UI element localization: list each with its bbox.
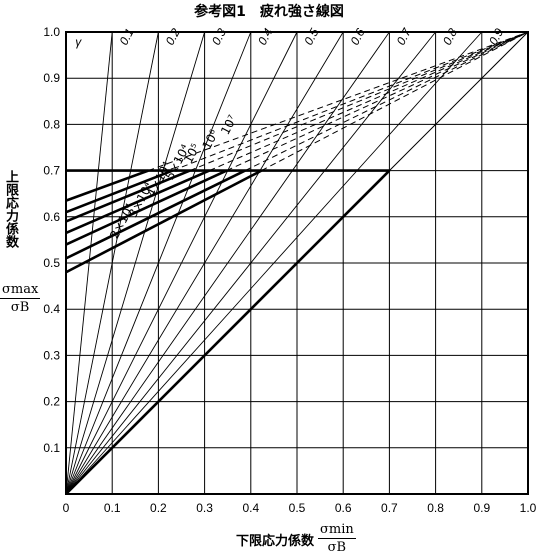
gamma-line — [65, 31, 206, 495]
x-tick-label: 0.2 — [150, 501, 167, 515]
y-tick-label: 0.5 — [43, 256, 60, 270]
y-tick-label: 1.0 — [43, 25, 60, 39]
cycle-line-dashed — [226, 31, 529, 172]
x-tick-label: 0.8 — [427, 501, 444, 515]
x-tick-label: 0.1 — [104, 501, 121, 515]
cycle-line-dashed — [244, 31, 529, 172]
y-axis-label: 上限応力係数 — [3, 170, 18, 248]
gamma-label: 0.3 — [209, 26, 229, 48]
y-tick-label: 0.2 — [43, 395, 60, 409]
x-fraction-numerator: σmin — [318, 522, 356, 539]
gamma-line — [65, 31, 113, 495]
gamma-label: 0.4 — [255, 26, 275, 48]
gamma-label: 0.8 — [440, 26, 460, 48]
cycle-line-solid — [65, 169, 246, 260]
cycle-line-solid — [65, 169, 210, 235]
x-tick-label: 0.6 — [335, 501, 352, 515]
cycle-line-dashed — [172, 31, 529, 172]
x-tick-label: 0.9 — [473, 501, 490, 515]
y-axis-fraction: σmax σB — [0, 282, 41, 315]
chart-title: 参考図1 疲れ強さ線図 — [194, 4, 344, 20]
cycle-line-dashed — [189, 31, 529, 172]
y-tick-label: 0.7 — [43, 164, 60, 178]
x-tick-label: 1.0 — [520, 501, 537, 515]
gamma-symbol: γ — [75, 35, 82, 49]
plot-frame — [65, 31, 529, 495]
gamma-label: 0.2 — [163, 26, 183, 48]
diagonal-line — [65, 169, 391, 495]
x-tick-label: 0.7 — [381, 501, 398, 515]
y-tick-label: 0.3 — [43, 348, 60, 362]
x-tick-label: 0.5 — [289, 501, 306, 515]
plot-border — [65, 31, 529, 495]
y-fraction-denominator: σB — [10, 300, 30, 315]
gamma-line — [65, 31, 483, 495]
gamma-lines — [65, 31, 483, 495]
gamma-line — [65, 31, 298, 495]
gamma-line — [65, 31, 436, 495]
cycle-line-solid — [65, 169, 149, 202]
gamma-line — [65, 31, 390, 495]
y-tick-label: 0.8 — [43, 117, 60, 131]
y-tick-label: 0.9 — [43, 71, 60, 85]
cycle-line-solid — [65, 169, 191, 223]
y-tick-label: 0.4 — [43, 302, 60, 316]
line-labels: 0.1 0.2 0.3 0.4 0.5 0.6 0.7 0.8 0.9γ2×10⁴3×10⁴4×… — [75, 25, 506, 241]
gamma-line — [65, 31, 159, 495]
cycle-lines — [65, 31, 529, 274]
cycle-line-dashed — [148, 31, 529, 172]
x-fraction-denominator: σB — [327, 540, 347, 555]
y-fraction-numerator: σmax — [0, 282, 41, 299]
gamma-line — [65, 31, 252, 495]
y-tick-label: 0.6 — [43, 210, 60, 224]
gamma-label: 0.5 — [301, 26, 321, 48]
cycle-line-dashed — [209, 31, 529, 172]
cycle-line-solid — [65, 169, 228, 246]
y-tick-label: 0.1 — [43, 441, 60, 455]
gamma-line — [65, 31, 344, 495]
cycle-line-solid — [65, 169, 174, 214]
x-tick-label: 0.3 — [196, 501, 213, 515]
diagonal-extension — [389, 31, 529, 171]
cycle-line-solid — [65, 169, 263, 274]
gamma-label: 0.6 — [347, 26, 367, 48]
gamma-label: 0.7 — [394, 25, 415, 47]
x-tick-label: 0.4 — [242, 501, 259, 515]
cycle-line-dashed — [261, 31, 529, 172]
x-axis-fraction: σmin σB — [318, 522, 356, 555]
x-tick-label: 0 — [63, 501, 70, 515]
gamma-label: 0.1 — [116, 26, 136, 47]
gamma-label: 0.9 — [486, 26, 506, 48]
x-axis-label: 下限応力係数 — [236, 534, 315, 549]
cycle-label: 10⁷ — [218, 113, 240, 137]
tick-labels: 0 0.1 0.2 0.3 0.4 0.5 0.6 0.7 0.8 0.9 1.0 0.1 0.2 0.3… — [43, 25, 536, 515]
limit-lines — [65, 31, 529, 495]
